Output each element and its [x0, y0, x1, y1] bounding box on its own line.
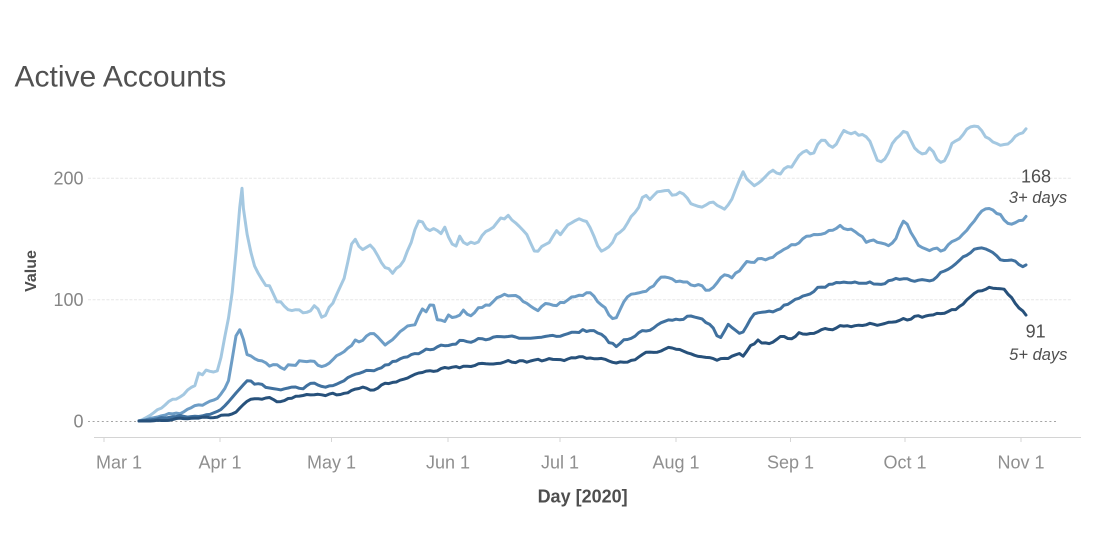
svg-text:100: 100	[53, 290, 83, 310]
svg-text:Oct 1: Oct 1	[883, 452, 926, 472]
svg-text:Jun 1: Jun 1	[426, 452, 470, 472]
svg-text:May 1: May 1	[307, 452, 356, 472]
svg-text:Sep 1: Sep 1	[767, 452, 814, 472]
svg-text:200: 200	[53, 169, 83, 189]
svg-text:3+ days: 3+ days	[1009, 189, 1067, 207]
svg-text:Value: Value	[23, 250, 40, 292]
svg-text:Nov 1: Nov 1	[997, 452, 1044, 472]
svg-text:Day [2020]: Day [2020]	[538, 487, 628, 507]
svg-text:91: 91	[1026, 321, 1046, 341]
svg-text:Apr 1: Apr 1	[198, 452, 241, 472]
svg-text:Aug 1: Aug 1	[652, 452, 699, 472]
svg-text:168: 168	[1021, 167, 1051, 187]
svg-text:0: 0	[73, 411, 83, 431]
svg-text:Mar 1: Mar 1	[96, 452, 142, 472]
svg-text:Jul 1: Jul 1	[541, 452, 579, 472]
svg-text:5+ days: 5+ days	[1009, 346, 1067, 364]
svg-text:Active Accounts: Active Accounts	[15, 61, 227, 94]
